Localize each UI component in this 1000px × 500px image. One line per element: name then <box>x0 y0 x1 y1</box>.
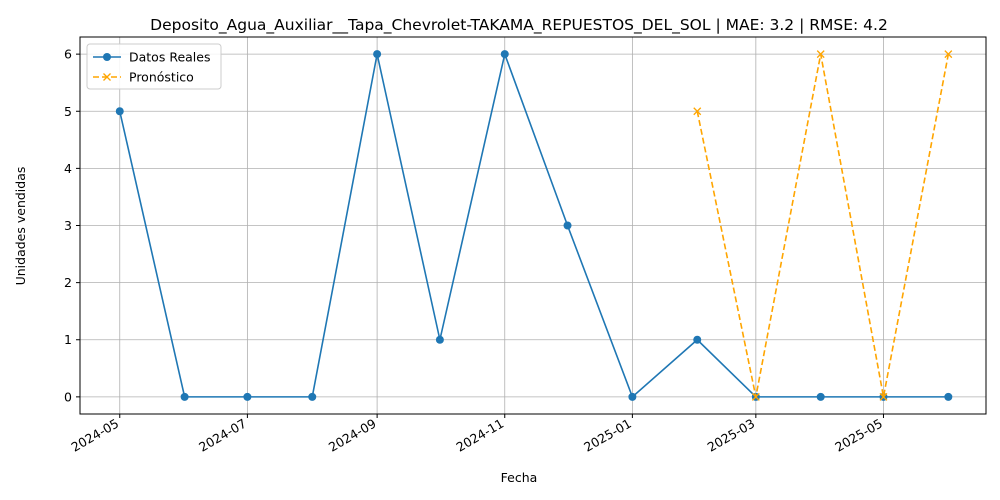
x-axis-label: Fecha <box>501 470 538 485</box>
actual-data-point <box>944 392 953 401</box>
forecast-data-point <box>879 392 888 401</box>
x-tick-label: 2025-05 <box>832 416 885 455</box>
legend-marker-sample <box>103 73 111 81</box>
y-tick-label: 0 <box>64 389 72 404</box>
x-marker-stroke <box>944 50 953 59</box>
grid-lines <box>80 37 986 414</box>
actual-data-point <box>308 392 317 401</box>
actual-data-point <box>243 392 252 401</box>
actual-data-point <box>180 392 189 401</box>
axis-ticks: 0 1 2 3 4 5 6 2024-05 2024-07 2024-09 2024-11 2025-… <box>64 47 885 455</box>
legend: Datos Reales Pronóstico <box>86 43 222 90</box>
x-marker-stroke <box>751 392 760 401</box>
actual-data-point <box>693 335 702 344</box>
actual-data-point <box>563 221 572 230</box>
x-marker-stroke <box>103 73 111 81</box>
actual-data-point <box>500 50 509 59</box>
x-tick-label: 2024-05 <box>69 416 122 455</box>
x-tick-label: 2024-09 <box>326 416 379 455</box>
x-marker-stroke <box>693 107 702 116</box>
legend-marker-sample <box>103 53 111 61</box>
plot-area-frame <box>79 36 987 415</box>
actual-data-point <box>435 335 444 344</box>
y-tick-label: 2 <box>64 275 72 290</box>
x-tick-label: 2024-07 <box>196 416 249 455</box>
legend-label-actual: Datos Reales <box>129 50 210 65</box>
forecast-data-point <box>944 50 953 59</box>
y-tick-label: 3 <box>64 218 72 233</box>
forecast-data-point <box>816 50 825 59</box>
y-axis-label: Unidades vendidas <box>13 167 28 286</box>
chart-title: Deposito_Agua_Auxiliar__Tapa_Chevrolet-T… <box>150 16 888 35</box>
actual-data-point <box>816 392 825 401</box>
actual-data-point <box>628 392 637 401</box>
series-layer <box>115 50 953 401</box>
legend-label-forecast: Pronóstico <box>129 70 194 85</box>
x-tick-label: 2024-11 <box>454 416 507 455</box>
y-tick-label: 1 <box>64 332 72 347</box>
x-tick-label: 2025-03 <box>705 416 758 455</box>
x-tick-label: 2025-01 <box>581 416 634 455</box>
forecast-data-point <box>751 392 760 401</box>
forecast-data-point <box>693 107 702 116</box>
actual-data-point <box>373 50 382 59</box>
y-tick-label: 4 <box>64 161 72 176</box>
legend-key-forecast <box>93 73 121 81</box>
x-marker-stroke <box>879 392 888 401</box>
y-tick-label: 6 <box>64 47 72 62</box>
actual-data-point <box>115 107 124 116</box>
series-line-actual <box>118 51 949 399</box>
legend-key-actual <box>93 53 121 61</box>
x-marker-stroke <box>816 50 825 59</box>
y-tick-label: 5 <box>64 104 72 119</box>
